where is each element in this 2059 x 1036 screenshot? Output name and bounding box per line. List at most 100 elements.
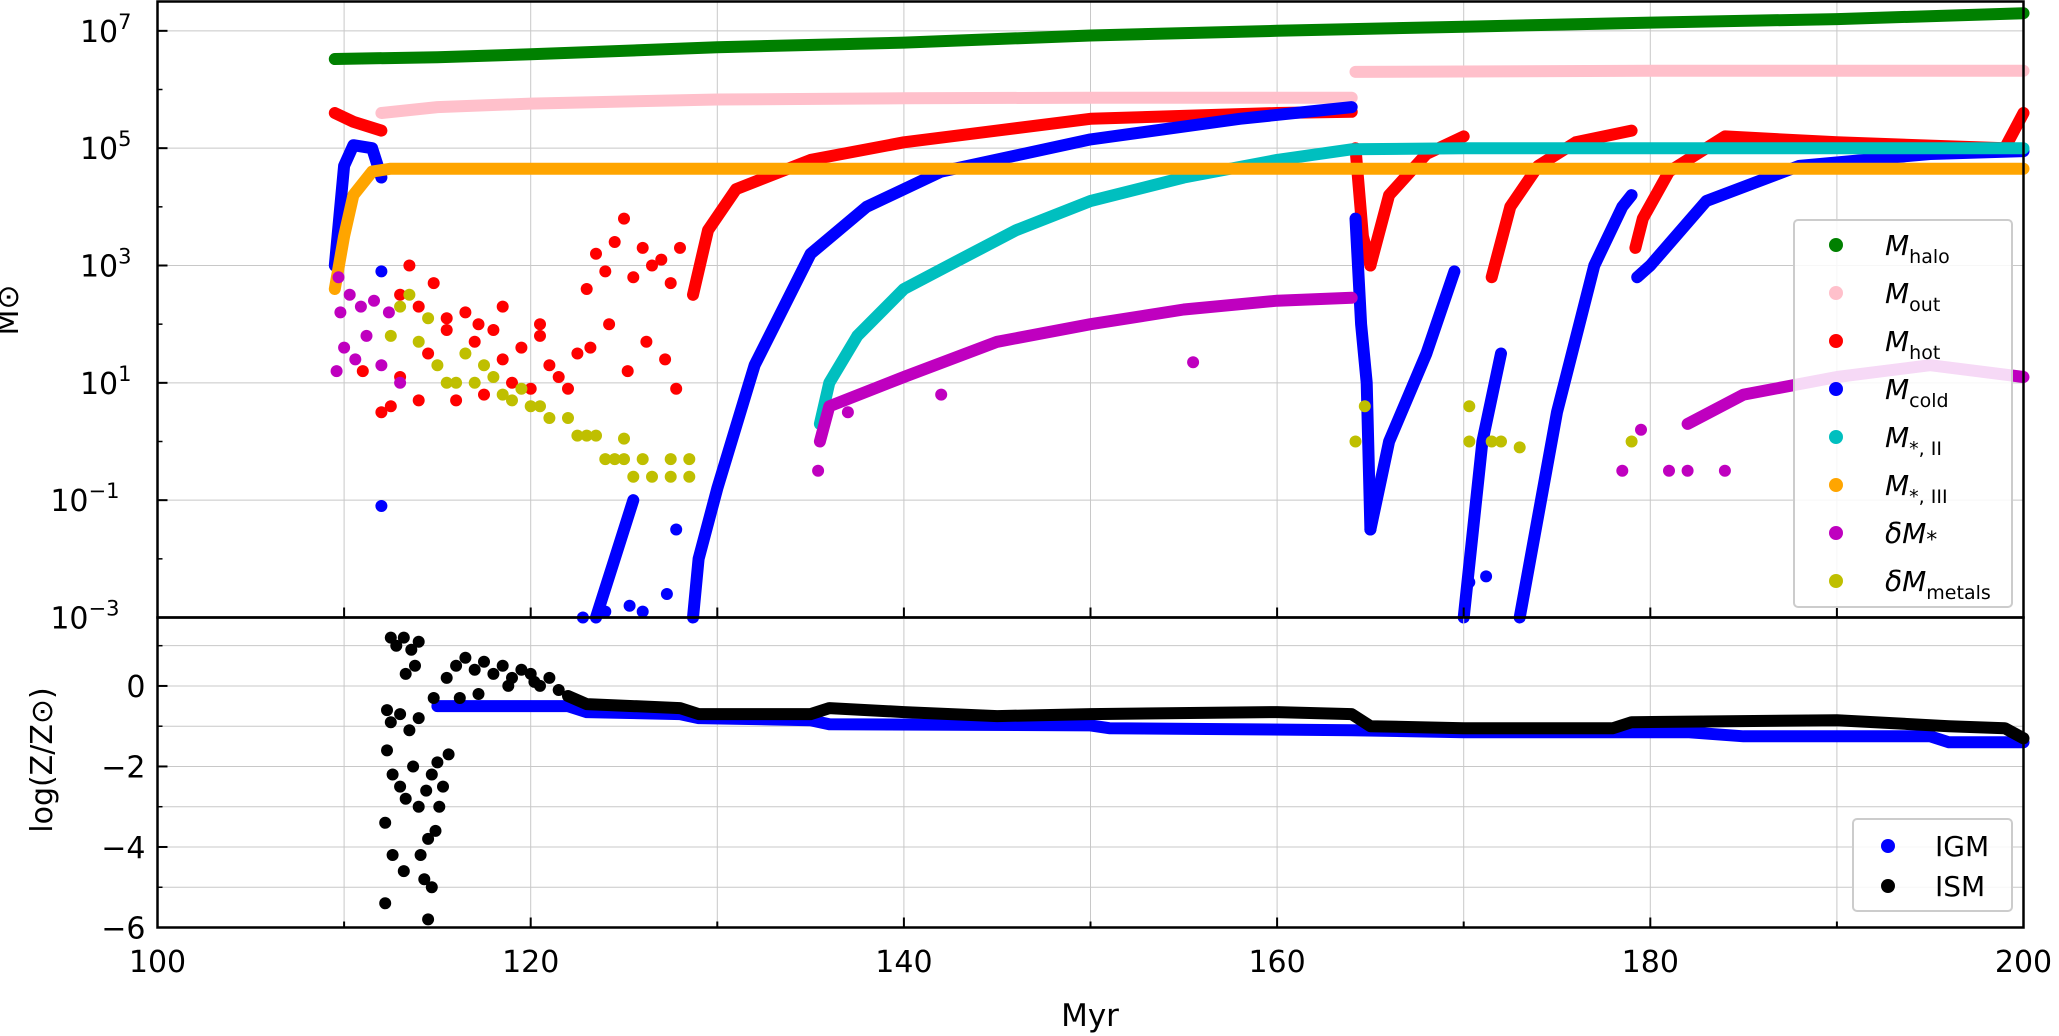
data-point-cold: [1463, 576, 1476, 589]
data-point-ism: [459, 651, 472, 664]
legend-label-dmetals: δMmetals: [1885, 565, 1991, 604]
data-point-dmetals: [580, 429, 593, 442]
data-point-dmetals: [1358, 400, 1371, 413]
data-point-ism: [394, 780, 407, 793]
data-point-ism: [403, 724, 416, 737]
data-point-ism: [414, 849, 427, 861]
data-point-dmetals: [412, 335, 425, 348]
data-point-dmetals: [1625, 435, 1638, 448]
top-y-axis-label: M⊙: [0, 284, 26, 335]
data-point-ism: [397, 631, 410, 644]
series-line-dstar: [813, 291, 1358, 448]
data-point-dstar: [1635, 423, 1647, 436]
data-point-dmetals: [394, 300, 407, 313]
data-point-hot: [450, 394, 463, 407]
data-point-ism: [386, 849, 399, 861]
bottom-y-axis-label: log(Z/Z⊙): [25, 687, 60, 833]
x-tick-label: 180: [1622, 945, 1679, 980]
series-line-hot: [328, 107, 388, 137]
data-point-hot: [584, 341, 597, 354]
legend-top: Mhalo Mout Mhot Mcold M*, II M*, III δM* δMmeta…: [1793, 219, 2013, 608]
data-point-dstar: [343, 288, 356, 301]
data-point-ism: [379, 816, 392, 829]
data-point-dmetals: [1495, 435, 1507, 448]
data-point-hot: [487, 324, 500, 336]
legend-entry-halo: Mhalo: [1829, 229, 1950, 268]
data-point-dstar: [360, 329, 373, 342]
series-line-hot: [687, 105, 1358, 301]
data-point-hot: [422, 347, 435, 360]
data-point-hot: [646, 259, 658, 272]
legend-marker-cold: [1829, 382, 1843, 396]
data-point-dmetals: [646, 470, 658, 483]
data-point-ism: [442, 748, 455, 761]
data-point-hot: [608, 236, 621, 248]
data-point-hot: [472, 318, 485, 331]
legend-top-box: [1793, 219, 2013, 608]
data-point-dmetals: [450, 376, 463, 389]
legend-entry-ism: ISM: [1881, 870, 1985, 903]
series-star2: [813, 142, 2030, 430]
data-point-ism: [418, 873, 431, 886]
series-line-cold: [1349, 212, 1377, 536]
data-point-dmetals: [478, 359, 490, 372]
series-star3: [328, 162, 2030, 295]
data-point-hot: [524, 382, 537, 395]
data-point-dmetals: [1513, 441, 1526, 454]
series-line-hot: [1364, 130, 1470, 272]
data-point-hot: [375, 406, 388, 419]
series-line-igm: [431, 700, 2030, 749]
data-point-hot: [618, 212, 630, 225]
series-line-cold: [328, 139, 388, 272]
data-point-ism: [496, 659, 509, 672]
series-line-cold: [1457, 347, 1507, 624]
data-point-ism: [386, 768, 399, 781]
x-tick-label: 120: [502, 945, 559, 980]
data-point-hot: [659, 353, 672, 366]
data-point-ism: [394, 708, 407, 721]
data-point-dmetals: [496, 388, 509, 401]
bottom-plot-frame: [156, 616, 2025, 929]
legend-entry-igm: IGM: [1881, 830, 1989, 863]
data-point-hot: [674, 241, 686, 254]
series-line-out: [1349, 64, 2030, 78]
data-point-hot: [515, 341, 528, 354]
data-point-dmetals: [683, 453, 696, 466]
data-point-dmetals: [627, 470, 640, 483]
data-point-dmetals: [599, 453, 612, 466]
legend-marker-ism: [1881, 879, 1895, 893]
data-point-cold: [636, 605, 649, 618]
data-point-cold: [375, 500, 388, 512]
data-point-cold: [623, 599, 636, 612]
data-point-ism: [405, 643, 418, 656]
data-point-dstar: [334, 306, 347, 319]
data-point-hot: [603, 318, 616, 331]
data-point-dmetals: [608, 453, 621, 466]
y-tick-label: 10−3: [50, 597, 119, 637]
data-point-dmetals: [440, 376, 453, 389]
data-point-hot: [412, 300, 425, 313]
legend-label-dstar: δM*: [1885, 517, 1937, 553]
x-tick-label: 140: [875, 945, 932, 980]
data-point-ism: [381, 744, 393, 757]
data-point-ism: [478, 655, 490, 668]
data-point-hot: [496, 353, 509, 366]
data-point-hot: [440, 312, 453, 325]
data-point-cold: [1480, 570, 1493, 583]
data-point-ism: [397, 865, 410, 878]
data-point-hot: [664, 277, 677, 290]
data-point-dstar: [338, 341, 351, 354]
data-point-ism: [422, 832, 435, 845]
series-line-out: [375, 91, 1358, 119]
legend-entry-dstar: δM*: [1829, 517, 1937, 553]
legend-label-out: Mout: [1885, 277, 1940, 316]
data-point-hot: [543, 359, 556, 372]
legend-label-star3: M*, III: [1885, 469, 1948, 508]
legend-marker-star2: [1829, 430, 1843, 444]
legend-label-ism: ISM: [1935, 870, 1985, 903]
data-point-ism: [543, 671, 556, 684]
data-point-ism: [472, 688, 485, 700]
data-point-ism: [437, 780, 449, 793]
data-point-hot: [571, 347, 584, 360]
